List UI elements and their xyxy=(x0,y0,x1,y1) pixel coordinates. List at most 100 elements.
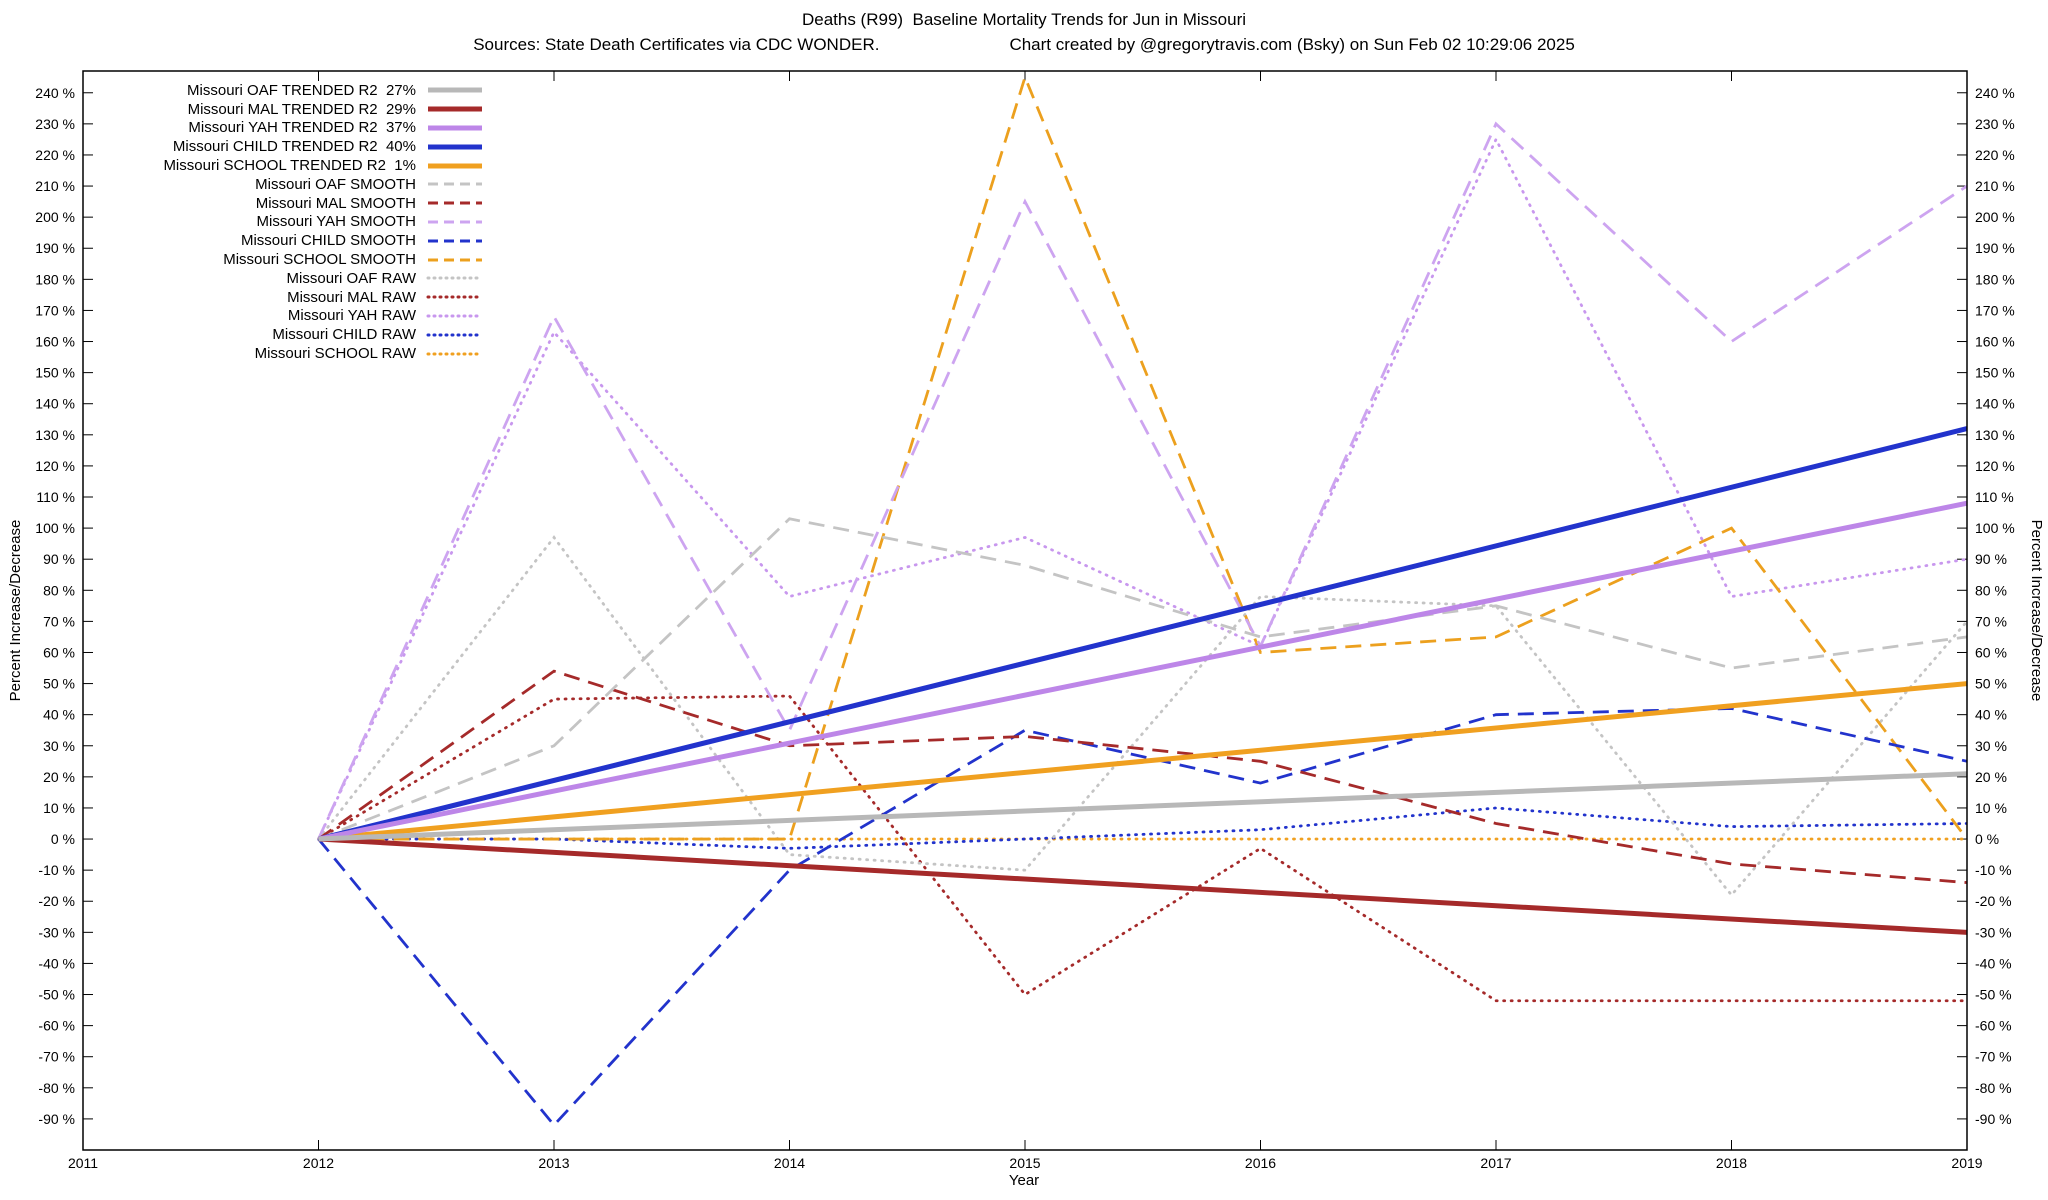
x-tick-label: 2012 xyxy=(303,1155,334,1171)
y-tick-label-left: 200 % xyxy=(35,209,75,225)
y-tick-label-right: 0 % xyxy=(1975,831,1999,847)
y-tick-label-left: 40 % xyxy=(43,707,75,723)
y-tick-label-right: 10 % xyxy=(1975,800,2007,816)
x-axis-label: Year xyxy=(1008,1172,1040,1189)
x-tick-label: 2013 xyxy=(538,1155,569,1171)
y-tick-label-right: 120 % xyxy=(1975,458,2015,474)
legend-sample-smooth-icon xyxy=(428,220,482,224)
legend-label: Missouri CHILD RAW xyxy=(272,326,416,344)
y-tick-label-right: 30 % xyxy=(1975,738,2007,754)
y-tick-label-left: 150 % xyxy=(35,365,75,381)
series-oaf-smooth xyxy=(317,517,1967,841)
y-tick-label-left: 230 % xyxy=(35,116,75,132)
chart-source-note: Sources: State Death Certificates via CD… xyxy=(473,35,880,54)
chart-credit-note: Chart created by @gregorytravis.com (Bsk… xyxy=(1009,35,1575,54)
series-oaf-raw xyxy=(317,535,1967,898)
y-tick-label-right: 190 % xyxy=(1975,240,2015,256)
series-child-smooth xyxy=(317,707,1967,1128)
y-tick-label-left: 120 % xyxy=(35,458,75,474)
x-tick-label: 2017 xyxy=(1480,1155,1511,1171)
chart-legend: Missouri OAF TRENDED R2 27% Missouri MAL … xyxy=(104,81,484,363)
y-tick-label-left: 220 % xyxy=(35,147,75,163)
chart-subtitle-row: Sources: State Death Certificates via CD… xyxy=(0,35,2048,55)
legend-item-mal-smooth: Missouri MAL SMOOTH xyxy=(104,194,484,213)
y-tick-label-right: 210 % xyxy=(1975,178,2015,194)
y-tick-label-right: 230 % xyxy=(1975,116,2015,132)
legend-label: Missouri OAF TRENDED R2 27% xyxy=(187,81,416,99)
y-tick-label-right: 170 % xyxy=(1975,302,2015,318)
legend-item-yah-raw: Missouri YAH RAW xyxy=(104,307,484,326)
legend-sample-trended-icon xyxy=(428,106,482,112)
y-tick-label-left: 0 % xyxy=(51,831,75,847)
y-tick-label-left: 30 % xyxy=(43,738,75,754)
series-mal-raw xyxy=(317,694,1967,1003)
legend-sample-raw-icon xyxy=(426,314,484,318)
y-tick-label-left: -40 % xyxy=(38,955,75,971)
legend-sample-trended-icon xyxy=(428,125,482,131)
y-tick-label-left: 60 % xyxy=(43,644,75,660)
y-tick-label-left: -30 % xyxy=(38,924,75,940)
y-tick-label-left: 110 % xyxy=(36,489,75,505)
y-tick-label-right: -90 % xyxy=(1975,1111,2012,1127)
y-tick-label-left: -50 % xyxy=(38,987,75,1003)
x-tick-label: 2019 xyxy=(1951,1155,1982,1171)
y-tick-label-left: -90 % xyxy=(38,1111,75,1127)
legend-item-yah-smooth: Missouri YAH SMOOTH xyxy=(104,213,484,232)
legend-sample-trended-icon xyxy=(428,163,482,169)
legend-label: Missouri MAL RAW xyxy=(287,288,416,306)
legend-item-mal-raw: Missouri MAL RAW xyxy=(104,288,484,307)
plot-border xyxy=(82,70,1968,1151)
y-tick-label-left: 240 % xyxy=(35,85,75,101)
legend-label: Missouri CHILD TRENDED R2 40% xyxy=(172,138,416,156)
series-school-smooth xyxy=(318,73,1967,841)
y-tick-label-left: -70 % xyxy=(38,1049,75,1065)
series-mal-smooth xyxy=(317,669,1967,884)
y-tick-label-right: -80 % xyxy=(1975,1080,2012,1096)
legend-label: Missouri YAH SMOOTH xyxy=(256,213,416,231)
legend-sample-raw-icon xyxy=(426,276,484,280)
y-axis-label-right: Percent Increase/Decrease xyxy=(2028,520,2045,702)
y-tick-label-left: 100 % xyxy=(35,520,75,536)
legend-sample-raw-icon xyxy=(426,352,484,356)
legend-sample-raw-icon xyxy=(426,295,484,299)
y-tick-label-left: 160 % xyxy=(35,334,75,350)
y-tick-label-right: -30 % xyxy=(1975,924,2012,940)
legend-sample-smooth-icon xyxy=(428,239,482,243)
y-tick-label-left: -60 % xyxy=(38,1018,75,1034)
legend-label: Missouri OAF SMOOTH xyxy=(255,175,416,193)
y-tick-label-right: 220 % xyxy=(1975,147,2015,163)
legend-label: Missouri MAL SMOOTH xyxy=(255,194,416,212)
series-mal-trended xyxy=(318,836,1967,935)
x-tick-label: 2015 xyxy=(1009,1155,1040,1171)
y-tick-label-left: 210 % xyxy=(35,178,75,194)
y-tick-label-right: 70 % xyxy=(1975,613,2007,629)
legend-label: Missouri MAL TRENDED R2 29% xyxy=(187,100,416,118)
y-tick-label-left: 180 % xyxy=(35,271,75,287)
y-tick-label-right: 60 % xyxy=(1975,644,2007,660)
y-tick-label-right: 90 % xyxy=(1975,551,2007,567)
series-child-trended xyxy=(317,426,1967,842)
y-tick-label-right: 240 % xyxy=(1975,85,2015,101)
y-tick-label-right: -20 % xyxy=(1975,893,2012,909)
y-tick-label-right: 100 % xyxy=(1975,520,2015,536)
y-tick-label-right: -70 % xyxy=(1975,1049,2012,1065)
x-tick-label: 2014 xyxy=(774,1155,805,1171)
legend-label: Missouri SCHOOL TRENDED R2 1% xyxy=(163,157,416,175)
legend-item-oaf-trended: Missouri OAF TRENDED R2 27% xyxy=(104,81,484,100)
y-tick-label-right: -10 % xyxy=(1975,862,2012,878)
legend-item-child-raw: Missouri CHILD RAW xyxy=(104,325,484,344)
y-tick-label-left: -10 % xyxy=(38,862,75,878)
legend-item-mal-trended: Missouri MAL TRENDED R2 29% xyxy=(104,100,484,119)
legend-item-yah-trended: Missouri YAH TRENDED R2 37% xyxy=(104,119,484,138)
y-axis-label-left: Percent Increase/Decrease xyxy=(7,520,24,702)
legend-label: Missouri YAH RAW xyxy=(287,307,416,325)
y-tick-label-right: -50 % xyxy=(1975,987,2012,1003)
y-tick-label-left: 70 % xyxy=(43,613,75,629)
y-tick-label-left: 20 % xyxy=(43,769,75,785)
y-tick-label-right: 200 % xyxy=(1975,209,2015,225)
legend-label: Missouri SCHOOL SMOOTH xyxy=(223,251,416,269)
legend-item-school-raw: Missouri SCHOOL RAW xyxy=(104,344,484,363)
legend-item-oaf-smooth: Missouri OAF SMOOTH xyxy=(104,175,484,194)
x-tick-label: 2016 xyxy=(1245,1155,1276,1171)
